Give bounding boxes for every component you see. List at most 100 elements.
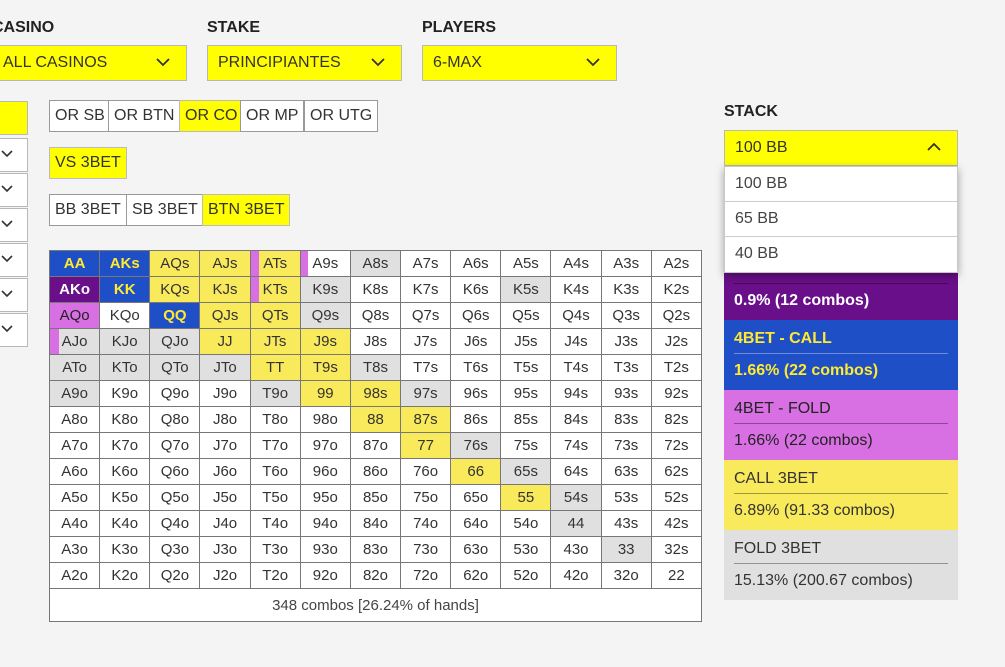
hand-cell[interactable]: 92s: [650, 380, 703, 407]
hand-cell[interactable]: J2s: [650, 328, 703, 355]
btn-or-utg[interactable]: OR UTG: [304, 100, 379, 132]
hand-cell[interactable]: A8o: [48, 406, 101, 433]
hand-cell[interactable]: 65s: [500, 458, 552, 485]
hand-cell[interactable]: 54o: [500, 510, 552, 537]
hand-cell[interactable]: Q2s: [650, 302, 703, 329]
hand-cell[interactable]: A4o: [48, 510, 101, 537]
hand-cell[interactable]: K9s: [299, 276, 351, 303]
hand-cell[interactable]: 74o: [400, 510, 452, 537]
hand-cell[interactable]: ATo: [48, 354, 101, 381]
hand-cell[interactable]: 76o: [400, 458, 452, 485]
btn-or-btn[interactable]: OR BTN: [108, 100, 181, 132]
hand-cell[interactable]: 52s: [650, 484, 703, 511]
side-select-5[interactable]: [0, 243, 28, 277]
hand-cell[interactable]: K7o: [99, 432, 151, 459]
hand-cell[interactable]: K5s: [500, 276, 552, 303]
hand-cell[interactable]: T5s: [500, 354, 552, 381]
hand-cell[interactable]: J4s: [550, 328, 602, 355]
hand-cell[interactable]: T3s: [600, 354, 652, 381]
hand-cell[interactable]: 62s: [650, 458, 703, 485]
hand-cell[interactable]: J5o: [199, 484, 251, 511]
hand-cell[interactable]: J4o: [199, 510, 251, 537]
hand-cell[interactable]: Q8o: [149, 406, 201, 433]
hand-cell[interactable]: JTs: [249, 328, 301, 355]
hand-cell[interactable]: Q8s: [349, 302, 402, 329]
hand-cell[interactable]: Q3s: [600, 302, 652, 329]
stack-option-40bb[interactable]: 40 BB: [735, 245, 779, 262]
hand-cell[interactable]: K5o: [99, 484, 151, 511]
hand-cell[interactable]: J7s: [400, 328, 452, 355]
hand-cell[interactable]: 93o: [299, 536, 351, 563]
hand-cell[interactable]: Q5s: [500, 302, 552, 329]
hand-cell[interactable]: 88: [349, 406, 402, 433]
hand-cell[interactable]: A4s: [550, 250, 602, 277]
hand-cell[interactable]: K2o: [99, 562, 151, 589]
hand-cell[interactable]: Q9s: [299, 302, 351, 329]
hand-cell[interactable]: 94o: [299, 510, 351, 537]
hand-cell[interactable]: 66: [450, 458, 502, 485]
hand-cell[interactable]: J9s: [299, 328, 351, 355]
hand-cell[interactable]: T4s: [550, 354, 602, 381]
hand-cell[interactable]: 86o: [349, 458, 402, 485]
hand-cell[interactable]: Q5o: [149, 484, 201, 511]
hand-cell[interactable]: A8s: [349, 250, 402, 277]
hand-cell[interactable]: 43s: [600, 510, 652, 537]
hand-cell[interactable]: J8o: [199, 406, 251, 433]
hand-cell[interactable]: 83s: [600, 406, 652, 433]
hand-cell[interactable]: Q7s: [400, 302, 452, 329]
hand-cell[interactable]: 97o: [299, 432, 351, 459]
hand-cell[interactable]: 87o: [349, 432, 402, 459]
hand-cell[interactable]: JJ: [199, 328, 251, 355]
hand-cell[interactable]: Q7o: [149, 432, 201, 459]
hand-cell[interactable]: AA: [48, 250, 101, 277]
hand-cell[interactable]: 72s: [650, 432, 703, 459]
hand-cell[interactable]: QQ: [149, 302, 201, 329]
hand-cell[interactable]: 99: [299, 380, 351, 407]
hand-cell[interactable]: 53s: [600, 484, 652, 511]
hand-cell[interactable]: 65o: [450, 484, 502, 511]
hand-cell[interactable]: J3o: [199, 536, 251, 563]
hand-cell[interactable]: 84o: [349, 510, 402, 537]
hand-cell[interactable]: 82o: [349, 562, 402, 589]
hand-cell[interactable]: A9s: [299, 250, 351, 277]
hand-cell[interactable]: 84s: [550, 406, 602, 433]
hand-cell[interactable]: K4s: [550, 276, 602, 303]
hand-cell[interactable]: 44: [550, 510, 602, 537]
hand-cell[interactable]: 76s: [450, 432, 502, 459]
hand-cell[interactable]: 53o: [500, 536, 552, 563]
hand-cell[interactable]: T6s: [450, 354, 502, 381]
btn-or-sb[interactable]: OR SB: [49, 100, 111, 132]
btn-or-co[interactable]: OR CO: [179, 100, 244, 132]
hand-cell[interactable]: KQo: [99, 302, 151, 329]
hand-cell[interactable]: 98o: [299, 406, 351, 433]
hand-cell[interactable]: K8o: [99, 406, 151, 433]
hand-cell[interactable]: TT: [249, 354, 301, 381]
hand-cell[interactable]: 98s: [349, 380, 402, 407]
hand-cell[interactable]: T7s: [400, 354, 452, 381]
hand-cell[interactable]: T8o: [249, 406, 301, 433]
hand-cell[interactable]: 77: [400, 432, 452, 459]
hand-cell[interactable]: A6s: [450, 250, 502, 277]
hand-cell[interactable]: J2o: [199, 562, 251, 589]
hand-cell[interactable]: 95s: [500, 380, 552, 407]
hand-cell[interactable]: A6o: [48, 458, 101, 485]
hand-cell[interactable]: T9o: [249, 380, 301, 407]
hand-cell[interactable]: T4o: [249, 510, 301, 537]
hand-cell[interactable]: 93s: [600, 380, 652, 407]
casino-select[interactable]: ALL CASINOS: [0, 45, 187, 81]
hand-cell[interactable]: J7o: [199, 432, 251, 459]
hand-cell[interactable]: 42s: [650, 510, 703, 537]
hand-cell[interactable]: T7o: [249, 432, 301, 459]
hand-cell[interactable]: 63o: [450, 536, 502, 563]
hand-cell[interactable]: 95o: [299, 484, 351, 511]
hand-cell[interactable]: K7s: [400, 276, 452, 303]
hand-cell[interactable]: KQs: [149, 276, 201, 303]
hand-cell[interactable]: K9o: [99, 380, 151, 407]
hand-cell[interactable]: J3s: [600, 328, 652, 355]
hand-cell[interactable]: 82s: [650, 406, 703, 433]
hand-cell[interactable]: K2s: [650, 276, 703, 303]
hand-cell[interactable]: KTs: [249, 276, 301, 303]
hand-cell[interactable]: AKs: [99, 250, 151, 277]
hand-cell[interactable]: J5s: [500, 328, 552, 355]
hand-cell[interactable]: 86s: [450, 406, 502, 433]
